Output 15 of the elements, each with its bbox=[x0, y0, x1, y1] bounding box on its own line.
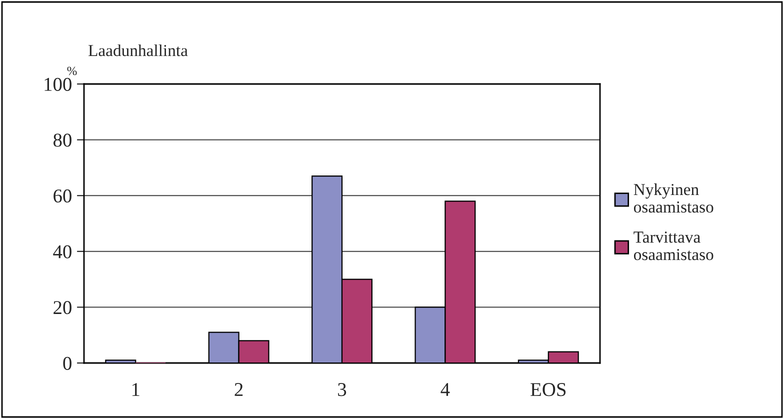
y-tick-label: 0 bbox=[63, 356, 72, 370]
x-tick-label: EOS bbox=[530, 383, 566, 396]
y-axis-title: % bbox=[67, 66, 77, 76]
y-tick-label: 100 bbox=[44, 78, 72, 91]
y-tick-label: 20 bbox=[54, 301, 72, 314]
y-tick-label: 60 bbox=[54, 189, 72, 203]
legend-label: Nykyinen osaamistaso bbox=[634, 183, 714, 213]
x-tick-label: 3 bbox=[338, 383, 346, 396]
x-tick-label: 1 bbox=[132, 383, 140, 396]
legend-label: Tarvittava osaamistaso bbox=[634, 232, 714, 260]
y-tick-label: 40 bbox=[53, 245, 72, 258]
y-tick-label: 80 bbox=[53, 134, 72, 147]
x-tick-label: 2 bbox=[234, 383, 243, 396]
chart-title: Laadunhallinta bbox=[88, 44, 188, 56]
x-tick-label: 4 bbox=[440, 383, 450, 396]
